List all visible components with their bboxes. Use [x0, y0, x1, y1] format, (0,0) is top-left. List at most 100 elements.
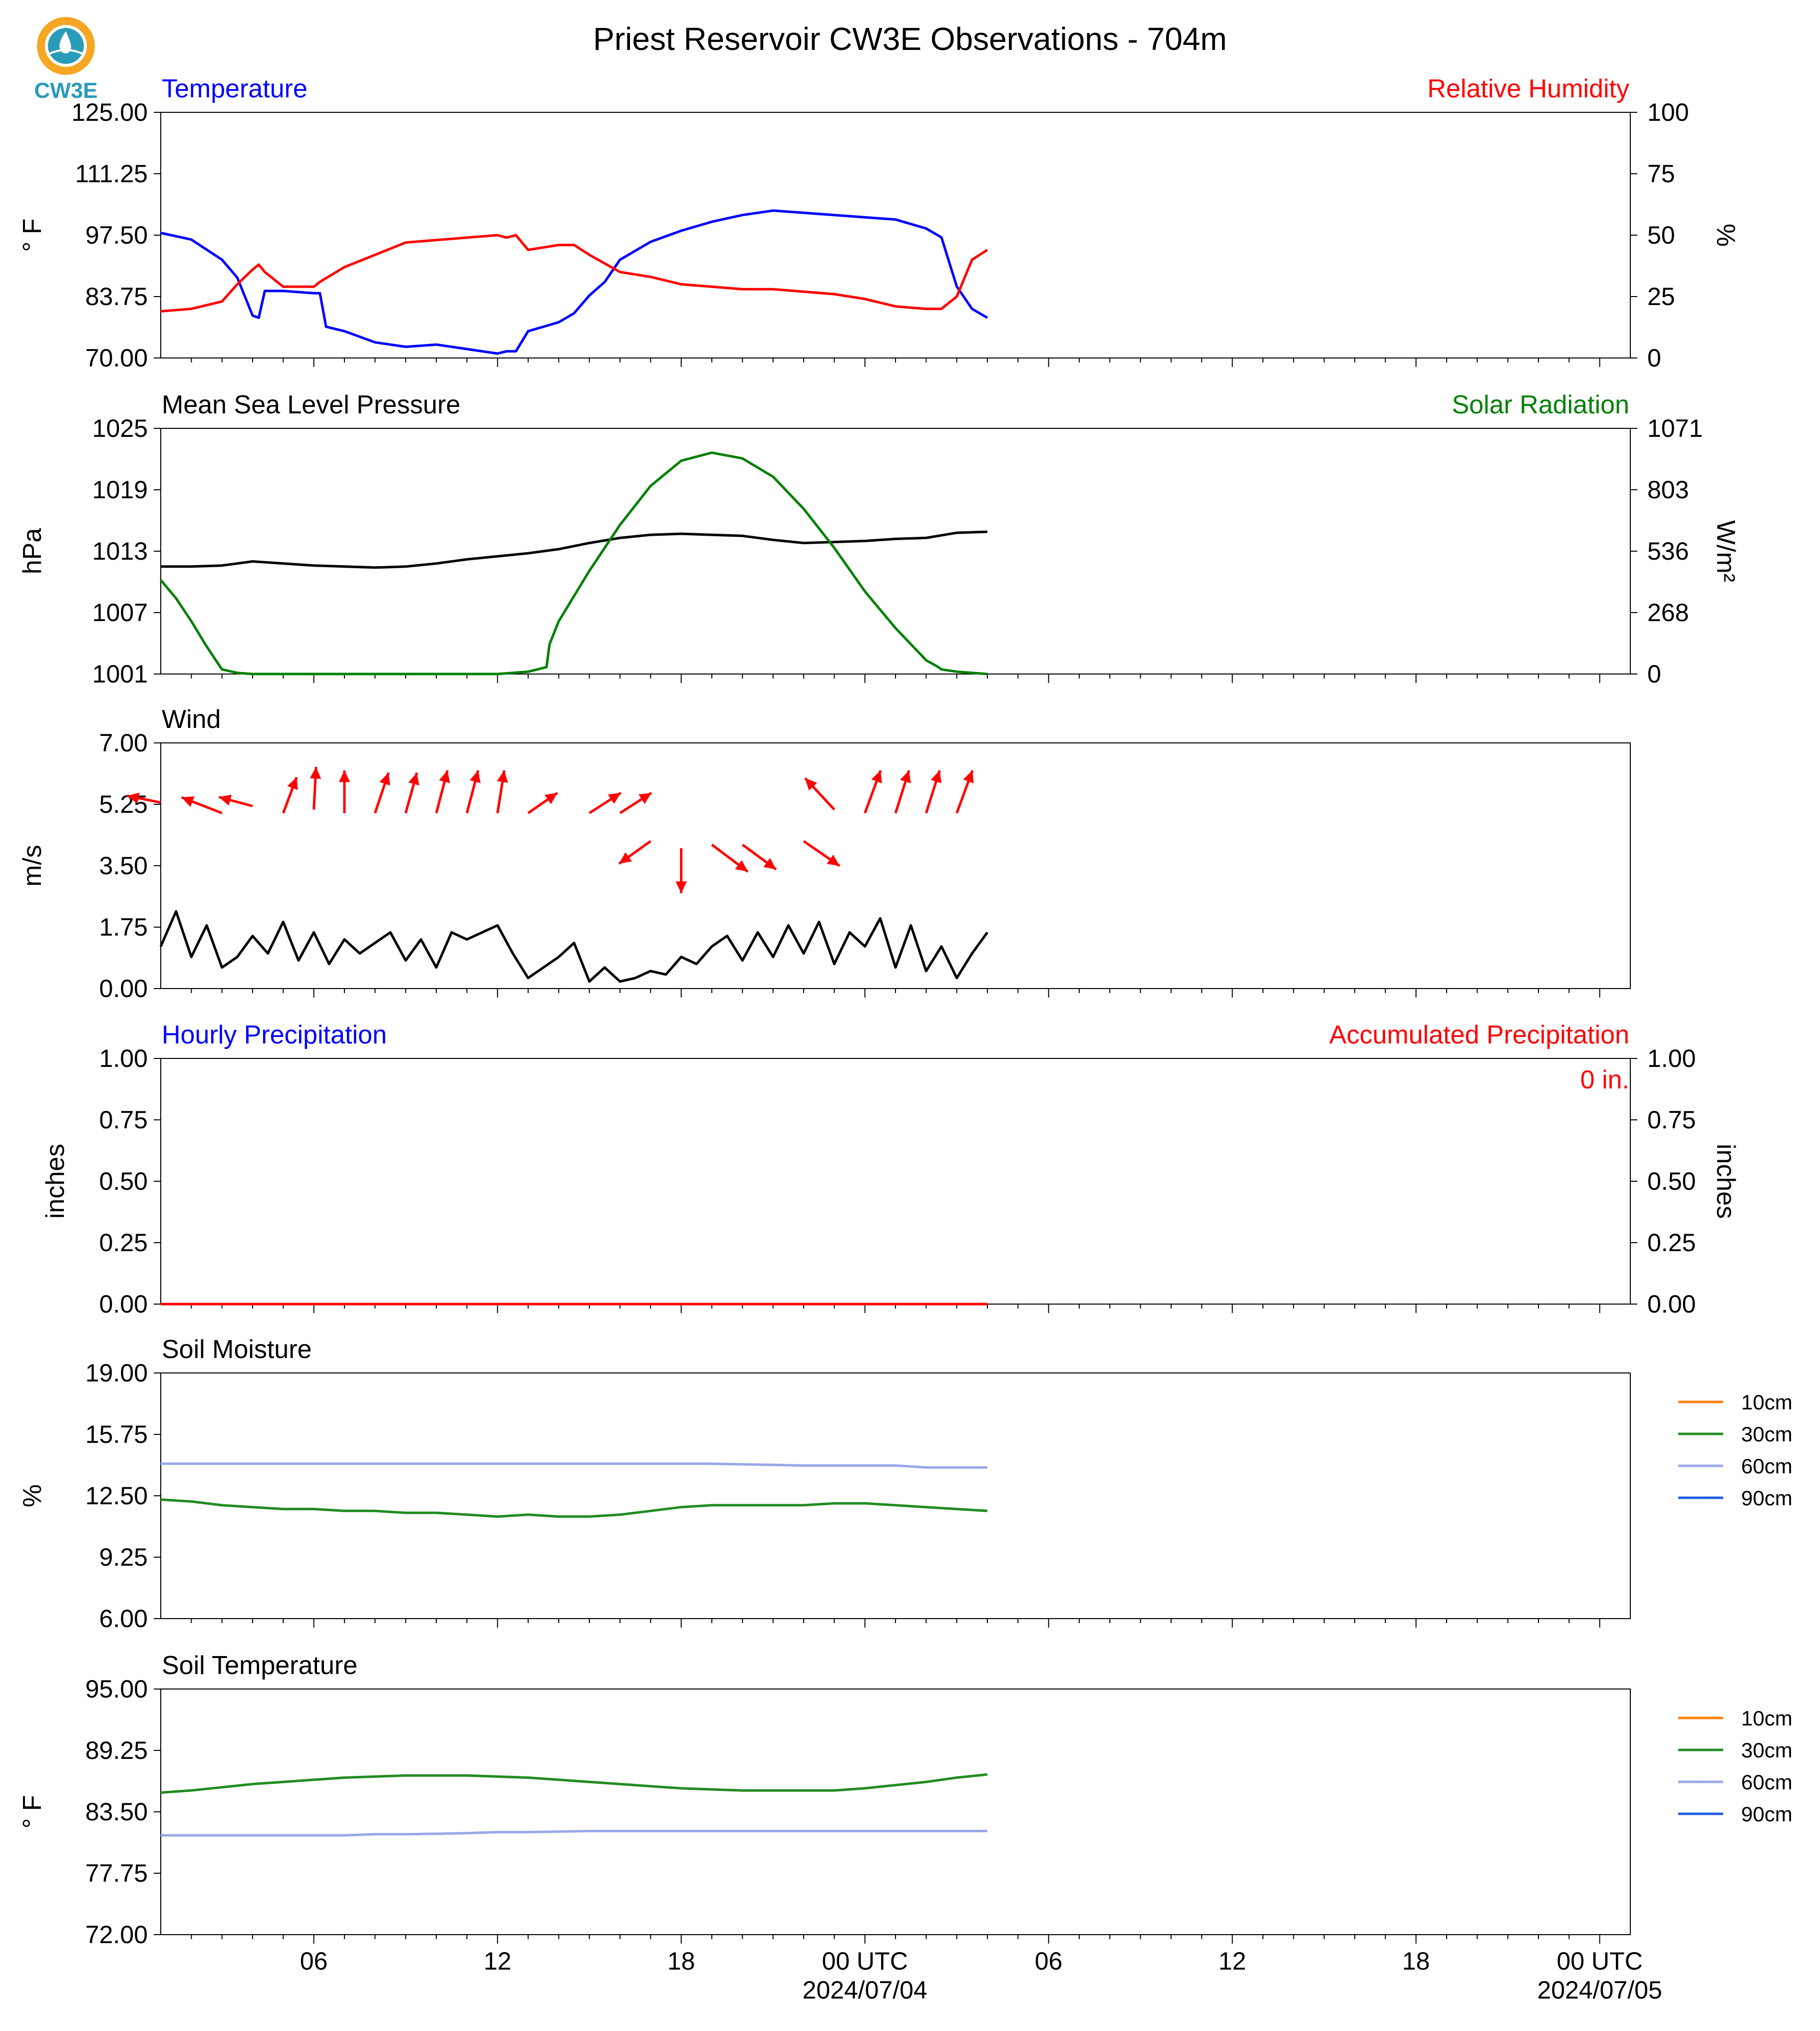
- plot-frame: [160, 1689, 1631, 1935]
- legend-label: 90cm: [1741, 1802, 1793, 1826]
- y-right-tick-label: 0.75: [1647, 1106, 1696, 1134]
- y-right-tick-label: 50: [1647, 221, 1675, 249]
- y-tick-label: 1025: [92, 414, 148, 442]
- wind-arrow-head: [735, 860, 748, 872]
- wind-arrow-head: [544, 793, 558, 804]
- y-right-tick-label: 100: [1647, 98, 1689, 126]
- legend-label: 60cm: [1741, 1770, 1793, 1794]
- y-tick-label: 95.00: [85, 1675, 148, 1703]
- legend-label: 10cm: [1741, 1706, 1793, 1730]
- y-right-tick-label: 1.00: [1647, 1044, 1696, 1072]
- panels: 125.00 111.25 97.50 83.75 70.00 100 75 50 25 0 Tem…: [18, 74, 1793, 2004]
- wind-arrow-head: [127, 792, 140, 804]
- y-right-tick-label: 268: [1647, 599, 1689, 627]
- legend-label: 60cm: [1741, 1454, 1793, 1478]
- y-axis-label: inches: [41, 1144, 70, 1219]
- y-tick-label: 111.25: [75, 160, 148, 188]
- wind-arrow-head: [619, 852, 632, 864]
- wind-arrow-head: [287, 777, 298, 790]
- x-tick-date-label: 2024/07/05: [1537, 1976, 1662, 2004]
- y-axis-label: %: [18, 1484, 47, 1507]
- plot-frame: [160, 1058, 1631, 1305]
- wind-arrow-head: [607, 793, 621, 804]
- y-tick-label: 15.75: [85, 1420, 148, 1448]
- y-axis-label: ° F: [18, 218, 47, 252]
- series-line-wind: [159, 910, 989, 983]
- plot-frame: [160, 428, 1631, 675]
- y-axis-label: m/s: [18, 845, 47, 887]
- y-right-tick-label: 0.00: [1647, 1290, 1696, 1318]
- wind-arrow-head: [871, 770, 882, 783]
- y-right-tick-label: 0: [1647, 344, 1661, 372]
- wind-arrow-head: [638, 793, 651, 804]
- y-tick-label: 1.00: [99, 1044, 148, 1072]
- panel-title-left: Soil Moisture: [162, 1335, 312, 1364]
- y-tick-label: 6.00: [99, 1605, 148, 1633]
- y-tick-label: 83.75: [85, 283, 148, 311]
- y-right-axis-label: %: [1711, 224, 1740, 247]
- wind-arrow-head: [827, 854, 840, 866]
- y-right-tick-label: 536: [1647, 537, 1689, 565]
- legend-label: 90cm: [1741, 1486, 1793, 1510]
- chart-title: Priest Reservoir CW3E Observations - 704…: [593, 21, 1227, 57]
- panel-title-left: Mean Sea Level Pressure: [162, 390, 460, 419]
- y-tick-label: 0.75: [99, 1106, 148, 1134]
- y-right-tick-label: 0.50: [1647, 1167, 1696, 1195]
- y-tick-label: 0.50: [99, 1167, 148, 1195]
- legend-label: 30cm: [1741, 1738, 1793, 1762]
- x-tick-date-label: 2024/07/04: [803, 1976, 927, 2004]
- wind-arrow-head: [338, 770, 350, 782]
- wind-arrow-head: [963, 770, 974, 783]
- logo-text: CW3E: [34, 78, 97, 103]
- series-line-60cm: [161, 1462, 987, 1469]
- x-tick-label: 06: [300, 1947, 328, 1975]
- wind-arrow-head: [219, 794, 232, 806]
- series-line-mean-sea-level-pressure: [161, 530, 988, 569]
- panel-title-left: Temperature: [162, 74, 307, 103]
- series-line-relative-humidity: [160, 234, 988, 313]
- y-tick-label: 125.00: [71, 98, 148, 126]
- panel-precipitation: 1.00 0.75 0.50 0.25 0.00 1.00 0.75 0.50 0.25 0.00…: [41, 1020, 1740, 1318]
- y-tick-label: 1.75: [99, 913, 148, 941]
- panel-title-right: Relative Humidity: [1427, 74, 1629, 103]
- wind-arrow-head: [675, 881, 687, 893]
- y-tick-label: 5.25: [99, 790, 148, 818]
- y-tick-label: 7.00: [99, 729, 148, 757]
- y-tick-label: 97.50: [85, 221, 148, 249]
- panel-title-left: Hourly Precipitation: [162, 1020, 387, 1049]
- panel-temperature_humidity: 125.00 111.25 97.50 83.75 70.00 100 75 50 25 0 Tem…: [18, 74, 1740, 372]
- x-tick-label: 12: [484, 1947, 512, 1975]
- panel-soil_temperature: 95.00 89.25 83.50 77.75 72.00 Soil Temperatur…: [18, 1651, 1793, 1949]
- series-line-solar-radiation: [160, 451, 988, 676]
- plot-frame: [160, 742, 1631, 989]
- y-right-tick-label: 1071: [1647, 414, 1703, 442]
- y-tick-label: 1019: [92, 476, 148, 504]
- wind-arrow-head: [497, 770, 508, 783]
- x-tick-label: 12: [1218, 1947, 1246, 1975]
- y-axis-label: hPa: [18, 528, 47, 575]
- legend-label: 10cm: [1741, 1390, 1793, 1414]
- panel-pressure_solar: 1025 1019 1013 1007 1001 1071 803 536 268 0 Mean S…: [18, 390, 1740, 688]
- legend-label: 30cm: [1741, 1422, 1793, 1446]
- wind-arrow-head: [408, 772, 419, 786]
- panel-title-left: Soil Temperature: [162, 1651, 357, 1680]
- y-tick-label: 1013: [92, 537, 148, 565]
- x-tick-label: 18: [667, 1947, 695, 1975]
- series-line-60cm: [161, 1830, 987, 1837]
- y-tick-label: 19.00: [85, 1359, 148, 1387]
- y-right-tick-label: 803: [1647, 476, 1689, 504]
- wind-arrow-head: [805, 778, 818, 791]
- y-tick-label: 1001: [92, 660, 148, 688]
- y-tick-label: 0.00: [99, 975, 148, 1003]
- y-tick-label: 72.00: [85, 1921, 148, 1949]
- plot-frame: [160, 1372, 1631, 1619]
- panel-title-left: Wind: [162, 705, 221, 734]
- panel-title-right: Accumulated Precipitation: [1329, 1020, 1629, 1049]
- x-tick-label: 00 UTC: [822, 1947, 908, 1975]
- cw3e-logo: CW3E: [34, 17, 98, 103]
- y-right-tick-label: 0.25: [1647, 1229, 1696, 1257]
- y-right-tick-label: 0: [1647, 660, 1661, 688]
- y-tick-label: 83.50: [85, 1798, 148, 1826]
- y-tick-label: 89.25: [85, 1736, 148, 1764]
- y-axis-label: ° F: [18, 1795, 47, 1828]
